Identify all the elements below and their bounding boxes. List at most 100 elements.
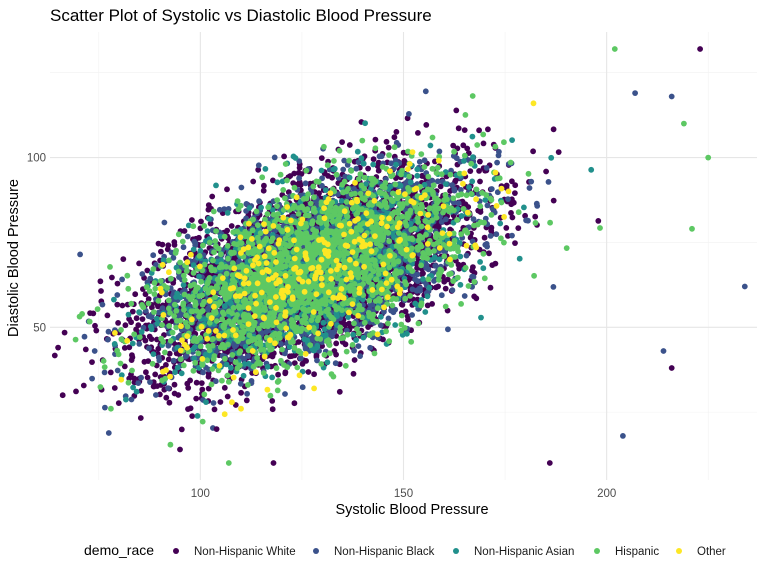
data-point xyxy=(281,154,287,160)
data-point xyxy=(172,391,178,397)
data-point xyxy=(477,159,483,165)
data-point xyxy=(423,122,429,128)
data-point xyxy=(515,225,521,231)
data-point xyxy=(167,400,173,406)
data-point xyxy=(98,288,104,294)
data-point xyxy=(60,392,66,398)
data-point xyxy=(425,303,431,309)
data-point xyxy=(493,261,499,267)
data-point xyxy=(456,200,462,206)
data-point xyxy=(185,406,191,412)
data-point xyxy=(115,281,121,287)
data-point xyxy=(415,130,421,136)
data-point xyxy=(89,376,95,382)
data-point xyxy=(532,214,538,220)
data-point xyxy=(477,179,483,185)
data-point xyxy=(194,380,200,386)
data-point xyxy=(546,179,552,185)
data-point xyxy=(156,241,162,247)
data-point xyxy=(296,175,302,181)
data-point xyxy=(106,430,112,436)
data-point xyxy=(456,266,462,272)
data-point xyxy=(136,261,142,267)
data-point xyxy=(132,376,138,382)
data-point xyxy=(98,278,104,284)
data-point xyxy=(128,319,134,325)
data-point xyxy=(456,125,462,131)
data-point xyxy=(129,397,135,403)
data-point xyxy=(224,186,230,192)
data-point xyxy=(147,334,153,340)
data-point xyxy=(556,149,562,155)
data-point xyxy=(120,303,126,309)
data-point xyxy=(115,368,121,374)
data-point xyxy=(488,233,494,239)
data-point xyxy=(229,223,235,229)
data-point xyxy=(189,217,195,223)
data-point xyxy=(109,275,115,281)
data-point xyxy=(238,390,244,396)
data-point xyxy=(503,225,509,231)
data-point xyxy=(261,188,267,194)
data-point xyxy=(306,369,312,375)
data-point xyxy=(543,169,549,175)
data-point xyxy=(163,395,169,401)
data-point xyxy=(303,180,309,186)
data-point xyxy=(238,381,244,387)
data-point xyxy=(333,341,339,347)
data-point xyxy=(222,385,228,391)
data-point xyxy=(476,168,482,174)
data-point xyxy=(384,139,390,145)
data-point xyxy=(392,134,398,140)
data-point xyxy=(467,168,473,174)
data-point xyxy=(551,126,557,132)
data-point xyxy=(478,209,484,215)
data-point xyxy=(527,185,533,191)
data-point xyxy=(218,399,224,405)
data-point xyxy=(347,142,353,148)
data-point xyxy=(116,400,122,406)
data-point xyxy=(476,127,482,133)
data-points xyxy=(52,46,748,466)
data-point xyxy=(83,347,89,353)
data-point xyxy=(311,371,317,377)
data-point xyxy=(343,341,349,347)
data-point xyxy=(134,315,140,321)
data-point xyxy=(209,194,215,200)
data-point xyxy=(386,145,392,151)
data-point xyxy=(433,285,439,291)
data-point xyxy=(319,155,325,161)
data-point xyxy=(166,357,172,363)
data-point xyxy=(470,264,476,270)
data-point xyxy=(179,427,185,433)
data-point xyxy=(365,166,371,172)
data-point xyxy=(439,292,445,298)
data-point xyxy=(52,353,58,359)
data-point xyxy=(105,313,111,319)
data-point xyxy=(112,385,118,391)
data-point xyxy=(62,330,68,336)
data-point xyxy=(89,359,95,365)
data-point xyxy=(283,369,289,375)
data-point xyxy=(143,369,149,375)
data-point xyxy=(462,127,468,133)
data-point xyxy=(485,203,491,209)
data-point xyxy=(292,400,298,406)
data-point xyxy=(394,129,400,135)
data-point xyxy=(356,343,362,349)
data-point xyxy=(484,165,490,171)
data-point xyxy=(171,239,177,245)
data-point xyxy=(486,250,492,256)
data-point xyxy=(287,353,293,359)
data-point xyxy=(337,389,343,395)
data-point xyxy=(142,359,148,365)
data-point xyxy=(300,384,306,390)
data-point xyxy=(172,382,178,388)
data-point xyxy=(530,148,536,154)
data-point xyxy=(453,108,459,114)
data-point xyxy=(225,394,231,400)
data-point xyxy=(152,372,158,378)
data-point xyxy=(115,320,121,326)
data-point xyxy=(146,345,152,351)
data-point xyxy=(482,235,488,241)
